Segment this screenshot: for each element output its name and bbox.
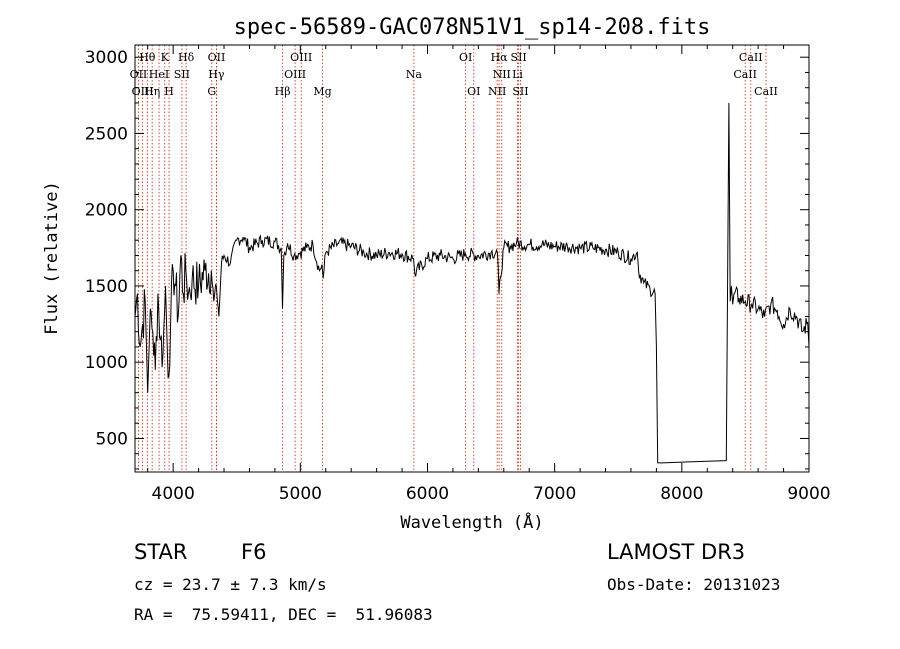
spectral-line-label: SII bbox=[512, 85, 528, 98]
spectral-line-label: OII bbox=[130, 68, 148, 81]
spectral-line-label: SII bbox=[174, 68, 190, 81]
y-tick-label: 2000 bbox=[85, 201, 128, 221]
spectral-line-label: Hδ bbox=[178, 51, 195, 64]
spectral-line-label: OIII bbox=[132, 85, 154, 98]
spectral-line-label: OI bbox=[459, 51, 472, 64]
redshift-text: cz = 23.7 ± 7.3 km/s bbox=[134, 575, 327, 594]
spectrum-chart: spec-56589-GAC078N51V1_sp14-208.fits Hθ K… bbox=[42, 15, 831, 533]
spectral-line-label: NII bbox=[493, 68, 511, 81]
spectral-line-label: OIII bbox=[290, 51, 312, 64]
y-axis-label: Flux (relative) bbox=[42, 181, 62, 335]
x-tick-label: 4000 bbox=[152, 484, 195, 504]
x-tick-label: 8000 bbox=[660, 484, 703, 504]
flux-series-line bbox=[134, 102, 810, 464]
spectral-line-label: Li bbox=[512, 68, 523, 81]
spectral-line-label: NII bbox=[488, 85, 506, 98]
spectral-line-label: CaII bbox=[739, 51, 763, 64]
axis-ticks: 4000 5000 6000 7000 8000 9000 500 1000 1500 2000 2… bbox=[85, 45, 831, 504]
object-subclass: F6 bbox=[241, 540, 267, 564]
object-class: STAR bbox=[134, 540, 188, 564]
spectral-line-label: Mg bbox=[313, 85, 331, 98]
spectral-line-label: Hγ bbox=[208, 68, 225, 81]
spectral-line-label: CaII bbox=[733, 68, 757, 81]
spectral-line-label: Na bbox=[406, 68, 423, 81]
spectral-line-label: OII bbox=[208, 51, 226, 64]
coords-text: RA = 75.59411, DEC = 51.96083 bbox=[134, 605, 433, 624]
spectral-line-label: HeI bbox=[149, 68, 169, 81]
spectral-line-label: Hα bbox=[491, 51, 509, 64]
x-tick-label: 6000 bbox=[406, 484, 449, 504]
x-tick-label: 5000 bbox=[279, 484, 322, 504]
chart-title: spec-56589-GAC078N51V1_sp14-208.fits bbox=[234, 15, 711, 40]
spectral-line-label: OI bbox=[467, 85, 480, 98]
spectral-line-label: G bbox=[207, 85, 216, 98]
y-tick-label: 1500 bbox=[85, 277, 128, 297]
y-tick-label: 3000 bbox=[85, 48, 128, 68]
x-tick-label: 7000 bbox=[533, 484, 576, 504]
spectral-line-label: Hβ bbox=[275, 85, 291, 98]
spectral-line-label: Hη bbox=[144, 85, 160, 98]
spectral-line-label: K bbox=[161, 51, 170, 64]
spectral-line-label: H bbox=[164, 85, 174, 98]
x-axis-label: Wavelength (Å) bbox=[400, 511, 543, 533]
spectral-line-markers bbox=[138, 45, 767, 472]
y-tick-label: 1000 bbox=[85, 353, 128, 373]
y-tick-label: 500 bbox=[96, 429, 128, 449]
spectral-line-label: Hθ bbox=[139, 51, 156, 64]
survey-name: LAMOST DR3 bbox=[607, 540, 746, 564]
plot-frame bbox=[134, 44, 810, 473]
x-tick-label: 9000 bbox=[787, 484, 830, 504]
y-tick-label: 2500 bbox=[85, 124, 128, 144]
obs-date-text: Obs-Date: 20131023 bbox=[607, 575, 781, 594]
spectral-line-label: CaII bbox=[754, 85, 778, 98]
spectral-line-label: OIII bbox=[284, 68, 306, 81]
spectral-line-label: SII bbox=[511, 51, 527, 64]
